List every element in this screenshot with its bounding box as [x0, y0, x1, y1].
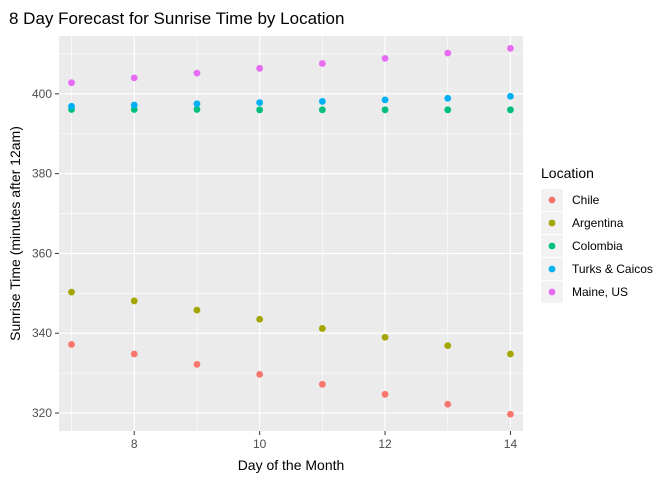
plot-panel: [59, 36, 523, 431]
point-colombia: [444, 106, 452, 114]
point-chile: [130, 350, 138, 358]
point-maine-us: [130, 74, 138, 82]
point-argentina: [444, 342, 452, 350]
point-turks-caicos: [318, 98, 326, 105]
legend-items: Chile Argentina Colombia Turks & Caicos Main…: [541, 189, 653, 303]
point-turks-caicos: [130, 101, 138, 109]
point-chile: [381, 390, 389, 398]
point-turks-caicos: [381, 96, 389, 104]
point-maine-us: [68, 79, 75, 87]
point-argentina: [193, 306, 201, 314]
point-chile: [256, 370, 264, 378]
y-tick-label: 400: [32, 87, 52, 101]
point-argentina: [318, 325, 326, 332]
y-axis-ticks: 320 340 360 380 400: [32, 87, 59, 420]
legend-title: Location: [541, 165, 594, 181]
point-maine-us: [193, 69, 201, 77]
legend: Location Chile Argentina Colombia Turks & C…: [541, 165, 653, 303]
x-axis-title: Day of the Month: [238, 457, 345, 473]
point-argentina: [68, 288, 75, 296]
legend-marker-chile: [548, 196, 556, 204]
point-argentina: [130, 297, 138, 305]
point-colombia: [381, 106, 389, 114]
point-chile: [318, 380, 326, 388]
legend-label-maine-us: Maine, US: [572, 285, 628, 299]
point-chile: [444, 400, 452, 408]
point-chile: [507, 410, 514, 418]
legend-label-colombia: Colombia: [572, 239, 623, 253]
point-colombia: [507, 106, 514, 114]
point-turks-caicos: [256, 99, 264, 107]
point-colombia: [318, 106, 326, 114]
data-points: [68, 44, 514, 418]
point-argentina: [256, 315, 264, 323]
point-maine-us: [256, 64, 264, 72]
legend-marker-turks-caicos: [548, 265, 556, 273]
point-chile: [193, 360, 201, 368]
point-colombia: [193, 106, 201, 113]
point-turks-caicos: [193, 100, 201, 108]
point-turks-caicos: [68, 102, 75, 110]
point-maine-us: [444, 49, 452, 57]
x-tick-label: 10: [253, 437, 267, 451]
point-chile: [68, 341, 75, 348]
point-turks-caicos: [507, 92, 514, 100]
point-argentina: [507, 350, 514, 358]
point-maine-us: [318, 60, 326, 67]
point-colombia: [256, 106, 264, 114]
x-tick-label: 8: [131, 437, 138, 451]
legend-marker-argentina: [548, 219, 556, 227]
point-maine-us: [381, 54, 389, 62]
point-maine-us: [507, 44, 514, 52]
legend-marker-maine-us: [548, 288, 556, 296]
y-tick-label: 360: [32, 246, 52, 260]
y-tick-label: 380: [32, 167, 52, 181]
y-tick-label: 320: [32, 406, 52, 420]
x-axis-ticks: 8 10 12 14: [131, 431, 518, 451]
x-tick-label: 14: [504, 437, 518, 451]
y-axis-title: Sunrise Time (minutes after 12am): [7, 126, 23, 341]
legend-label-chile: Chile: [572, 193, 600, 207]
legend-label-argentina: Argentina: [572, 216, 624, 230]
legend-label-turks-caicos: Turks & Caicos: [572, 262, 653, 276]
y-tick-label: 340: [32, 326, 52, 340]
legend-marker-colombia: [548, 242, 556, 250]
point-turks-caicos: [444, 94, 452, 102]
x-tick-label: 12: [378, 437, 392, 451]
point-argentina: [381, 333, 389, 341]
chart-title: 8 Day Forecast for Sunrise Time by Locat…: [9, 9, 344, 28]
